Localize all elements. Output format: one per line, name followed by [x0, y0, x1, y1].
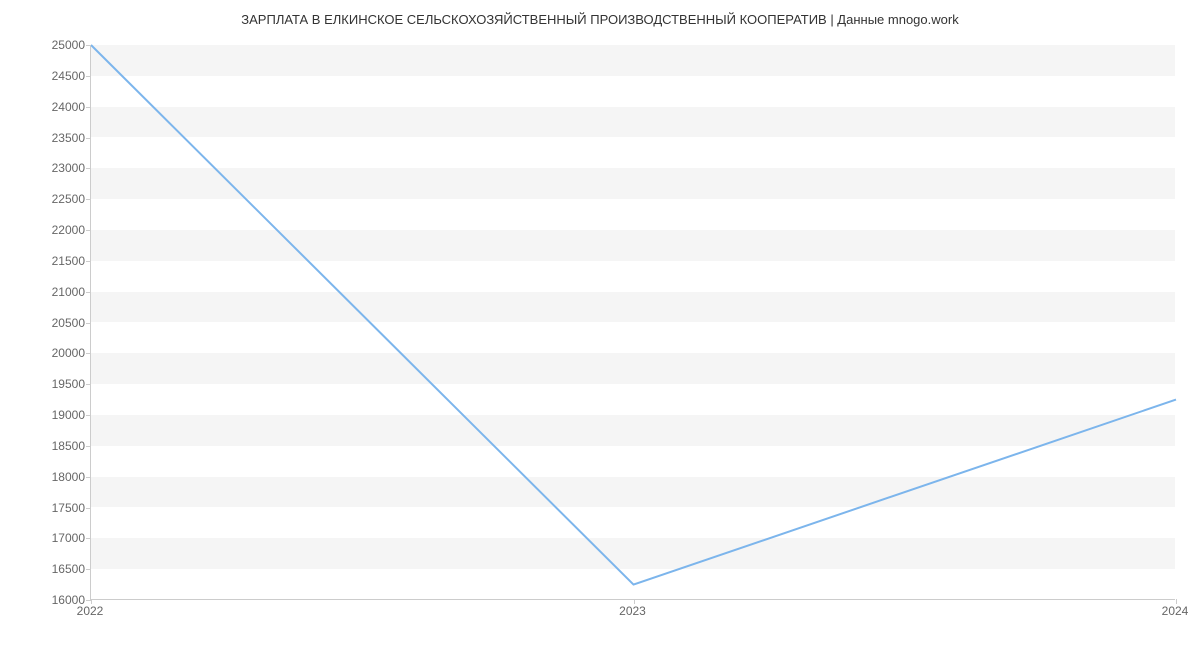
y-axis-label: 21500	[52, 254, 85, 268]
y-axis-label: 24500	[52, 69, 85, 83]
chart-title: ЗАРПЛАТА В ЕЛКИНСКОЕ СЕЛЬСКОХОЗЯЙСТВЕННЫ…	[0, 0, 1200, 27]
y-axis-label: 16500	[52, 562, 85, 576]
y-axis-label: 23000	[52, 161, 85, 175]
y-axis-label: 18000	[52, 470, 85, 484]
y-axis-label: 25000	[52, 38, 85, 52]
line-series-layer	[91, 45, 1175, 599]
y-tick	[86, 292, 91, 293]
y-axis-label: 22000	[52, 223, 85, 237]
y-tick	[86, 261, 91, 262]
y-tick	[86, 107, 91, 108]
y-tick	[86, 45, 91, 46]
y-axis-label: 19000	[52, 408, 85, 422]
salary-line-chart: ЗАРПЛАТА В ЕЛКИНСКОЕ СЕЛЬСКОХОЗЯЙСТВЕННЫ…	[0, 0, 1200, 650]
y-axis-label: 22500	[52, 192, 85, 206]
y-tick	[86, 446, 91, 447]
y-axis-label: 23500	[52, 131, 85, 145]
y-tick	[86, 353, 91, 354]
y-tick	[86, 168, 91, 169]
y-tick	[86, 538, 91, 539]
y-axis-label: 17000	[52, 531, 85, 545]
y-tick	[86, 230, 91, 231]
series-salary	[91, 45, 1176, 585]
y-tick	[86, 569, 91, 570]
y-axis-label: 19500	[52, 377, 85, 391]
x-axis-label: 2022	[77, 604, 104, 618]
y-axis-label: 20500	[52, 316, 85, 330]
x-axis-label: 2023	[619, 604, 646, 618]
y-tick	[86, 477, 91, 478]
y-tick	[86, 384, 91, 385]
y-tick	[86, 508, 91, 509]
y-axis-label: 24000	[52, 100, 85, 114]
plot-area	[90, 45, 1175, 600]
y-axis-label: 21000	[52, 285, 85, 299]
y-axis-label: 18500	[52, 439, 85, 453]
y-tick	[86, 415, 91, 416]
y-tick	[86, 138, 91, 139]
y-tick	[86, 199, 91, 200]
y-tick	[86, 323, 91, 324]
y-axis-label: 20000	[52, 346, 85, 360]
y-tick	[86, 76, 91, 77]
y-axis-label: 17500	[52, 501, 85, 515]
x-axis-label: 2024	[1162, 604, 1189, 618]
